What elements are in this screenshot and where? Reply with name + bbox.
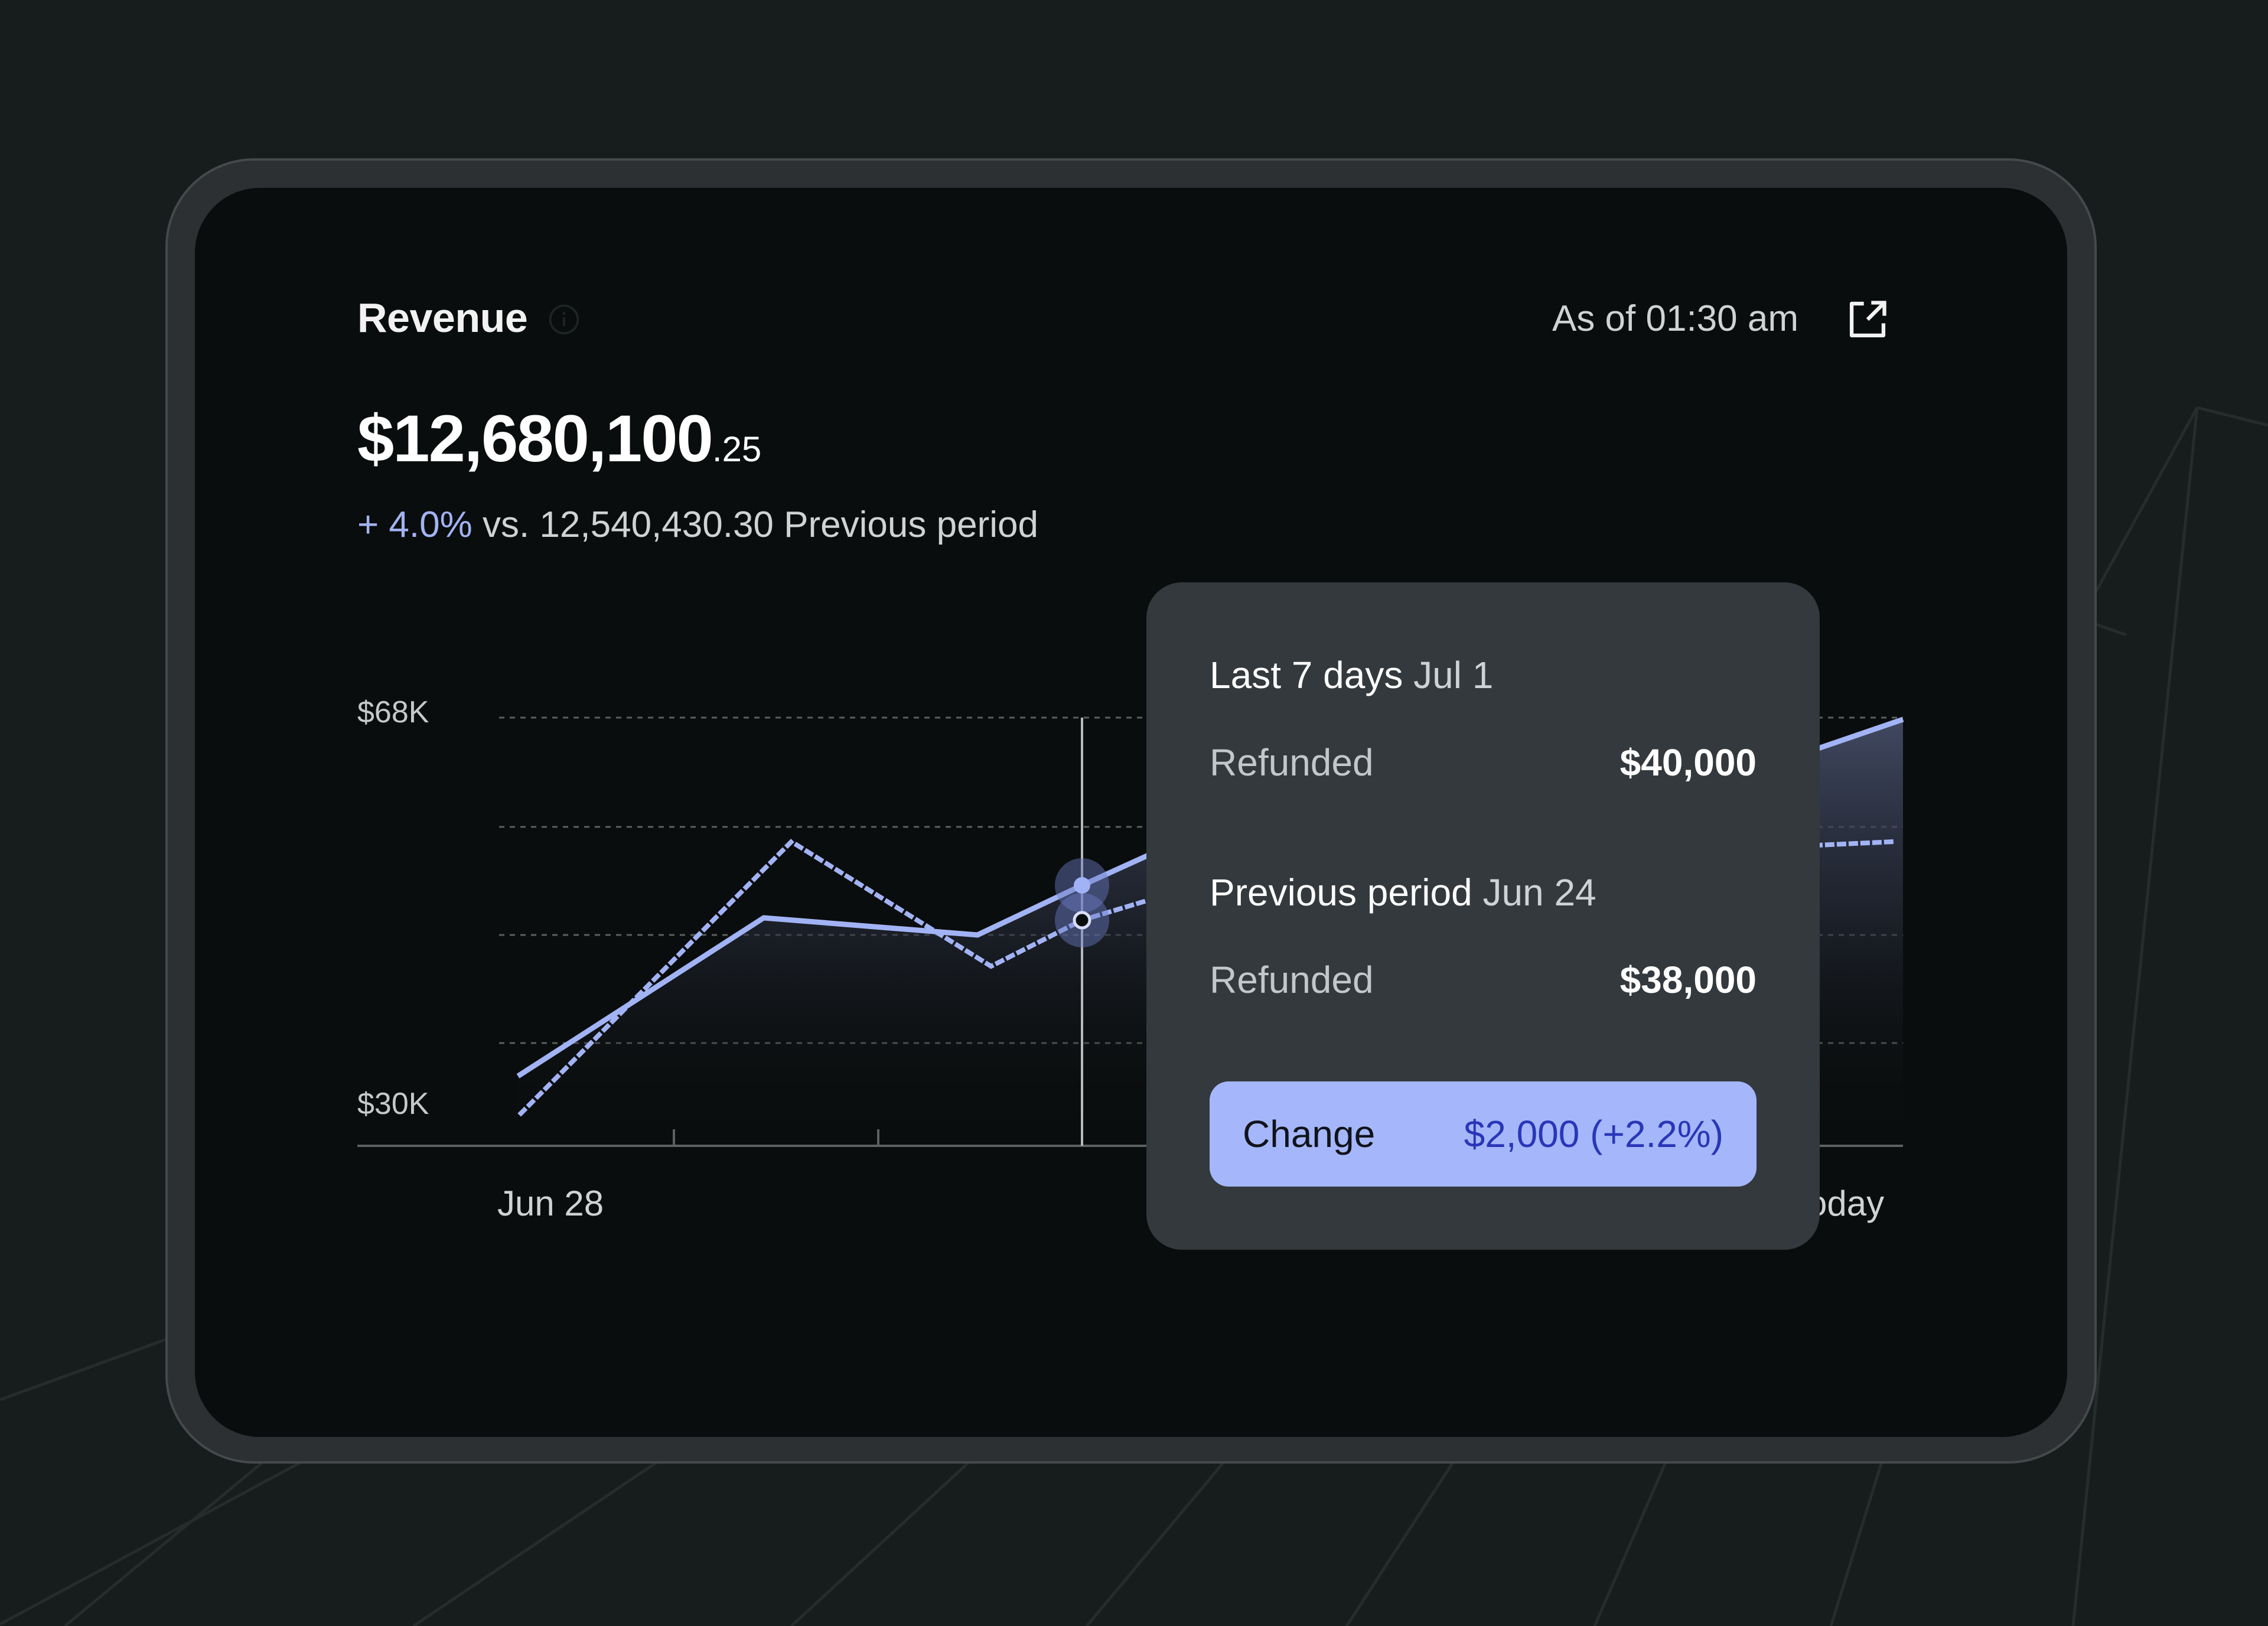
tooltip-current-date: Jul 1 (1413, 654, 1494, 696)
tooltip-previous-heading: Previous period Jun 24 (1210, 871, 1596, 914)
revenue-amount-cents: .25 (712, 429, 762, 469)
as-of-timestamp: As of 01:30 am (1552, 298, 1798, 339)
revenue-amount-main: $12,680,100 (357, 402, 713, 475)
x-axis-label-start: Jun 28 (497, 1184, 604, 1223)
tooltip-current-value: $40,000 (1619, 741, 1757, 784)
tooltip-previous-period: Previous period (1210, 871, 1472, 914)
y-axis-label-top: $68K (357, 695, 429, 729)
hover-point-previous (1073, 911, 1091, 930)
chart-tooltip: Last 7 days Jul 1 Refunded $40,000 Previ… (1146, 582, 1820, 1250)
change-summary-pill: Change $2,000 (+2.2%) (1210, 1081, 1757, 1187)
revenue-card: Revenue As of 01:30 am $12,680,100.25 + … (195, 188, 2067, 1437)
y-axis-label-bottom: $30K (357, 1087, 429, 1121)
change-value: $2,000 (+2.2%) (1464, 1113, 1723, 1155)
tooltip-current-heading: Last 7 days Jul 1 (1210, 653, 1493, 697)
tooltip-previous-date: Jun 24 (1482, 871, 1596, 914)
external-link-icon[interactable] (1845, 297, 1890, 342)
revenue-total: $12,680,100.25 (357, 400, 761, 477)
tooltip-previous-label: Refunded (1210, 959, 1374, 1001)
comparison-text: vs. 12,540,430.30 Previous period (472, 504, 1038, 545)
tooltip-previous-row: Refunded $38,000 (1210, 958, 1757, 1002)
comparison-line: + 4.0% vs. 12,540,430.30 Previous period (357, 504, 1038, 546)
tooltip-current-label: Refunded (1210, 741, 1374, 784)
card-title: Revenue (357, 295, 528, 341)
info-icon[interactable] (548, 303, 581, 336)
change-label: Change (1243, 1113, 1376, 1155)
tooltip-previous-value: $38,000 (1619, 959, 1757, 1001)
tooltip-current-period: Last 7 days (1210, 654, 1403, 696)
hover-point-current (1074, 877, 1090, 894)
change-percentage: + 4.0% (357, 504, 472, 545)
x-axis-ticks (673, 1129, 879, 1146)
tooltip-current-row: Refunded $40,000 (1210, 741, 1757, 784)
